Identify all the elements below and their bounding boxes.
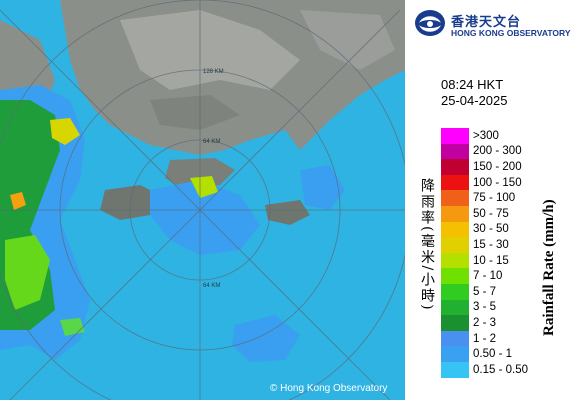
legend-row: 0.50 - 1 xyxy=(441,346,528,362)
svg-text:64 KM: 64 KM xyxy=(203,283,220,289)
legend-label: >300 xyxy=(473,129,499,142)
legend-label: 0.50 - 1 xyxy=(473,348,512,361)
hk-island-land xyxy=(100,185,160,220)
legend-label: 75 - 100 xyxy=(473,192,516,205)
legend-swatch xyxy=(441,330,469,347)
legend-swatch xyxy=(441,268,469,284)
legend-row: 5 - 7 xyxy=(441,283,528,300)
legend-row: 10 - 15 xyxy=(441,252,528,269)
legend-swatch xyxy=(441,237,469,253)
legend-label: 100 - 150 xyxy=(473,176,522,189)
radar-map[interactable]: 64 KM 128 KM 64 KM © Hong Kong Observato… xyxy=(0,0,405,400)
legend-swatch xyxy=(441,190,469,206)
side-panel: 香港天文台 HONG KONG OBSERVATORY 08:24 HKT 25… xyxy=(405,0,577,400)
legend-label: 2 - 3 xyxy=(473,316,497,329)
legend-swatch xyxy=(441,315,469,331)
legend-row: 100 - 150 xyxy=(441,174,528,191)
legend-label: 30 - 50 xyxy=(473,223,509,236)
legend-swatch xyxy=(441,221,469,238)
legend-label: 1 - 2 xyxy=(473,332,497,345)
legend-label: 15 - 30 xyxy=(473,238,509,251)
legend-row: 0.15 - 0.50 xyxy=(441,361,528,378)
legend-swatch xyxy=(441,159,469,175)
rain-area-central xyxy=(150,180,260,255)
legend-swatch xyxy=(441,174,469,191)
legend-swatch xyxy=(441,346,469,362)
legend-row: 75 - 100 xyxy=(441,190,528,206)
legend-row: 30 - 50 xyxy=(441,221,528,238)
legend-label: 3 - 5 xyxy=(473,301,497,314)
legend-row: 2 - 3 xyxy=(441,315,528,331)
copyright-text: © Hong Kong Observatory xyxy=(270,383,388,394)
radar-time: 08:24 HKT xyxy=(441,77,504,92)
legend-label: 10 - 15 xyxy=(473,254,509,267)
svg-text:128 KM: 128 KM xyxy=(203,69,224,75)
legend-row: 150 - 200 xyxy=(441,159,528,175)
legend-swatch xyxy=(441,361,469,378)
logo-name-cn: 香港天文台 xyxy=(451,15,522,30)
legend-row: 15 - 30 xyxy=(441,237,528,253)
legend-label: 7 - 10 xyxy=(473,270,503,283)
legend-swatch xyxy=(441,205,469,222)
rain-area-south xyxy=(232,315,300,362)
legend-label: 200 - 300 xyxy=(473,145,522,158)
legend-title-en: Rainfall Rate (mm/h) xyxy=(541,199,557,336)
legend-swatch xyxy=(441,299,469,316)
legend-label: 150 - 200 xyxy=(473,160,522,173)
legend-row: >300 xyxy=(441,128,528,144)
legend-swatch xyxy=(441,143,469,160)
legend-label: 0.15 - 0.50 xyxy=(473,363,528,376)
logo-name-en: HONG KONG OBSERVATORY xyxy=(451,28,571,38)
legend-swatch xyxy=(441,128,469,144)
legend-label: 50 - 75 xyxy=(473,207,509,220)
radar-image: 64 KM 128 KM 64 KM xyxy=(0,0,405,400)
rainfall-legend: >300 200 - 300 150 - 200 100 - 150 75 - 100 5… xyxy=(441,128,528,378)
legend-label: 5 - 7 xyxy=(473,285,497,298)
legend-row: 50 - 75 xyxy=(441,205,528,222)
observatory-logo[interactable]: 香港天文台 HONG KONG OBSERVATORY xyxy=(413,6,573,40)
legend-row: 1 - 2 xyxy=(441,330,528,347)
observatory-logo-icon xyxy=(415,10,445,36)
legend-title-cn: 降雨率(毫米/小時) xyxy=(419,178,435,312)
legend-swatch xyxy=(441,252,469,269)
svg-text:64 KM: 64 KM xyxy=(203,139,220,145)
legend-swatch xyxy=(441,283,469,300)
legend-row: 3 - 5 xyxy=(441,299,528,316)
legend-row: 7 - 10 xyxy=(441,268,528,284)
radar-date: 25-04-2025 xyxy=(441,93,508,108)
legend-row: 200 - 300 xyxy=(441,143,528,160)
